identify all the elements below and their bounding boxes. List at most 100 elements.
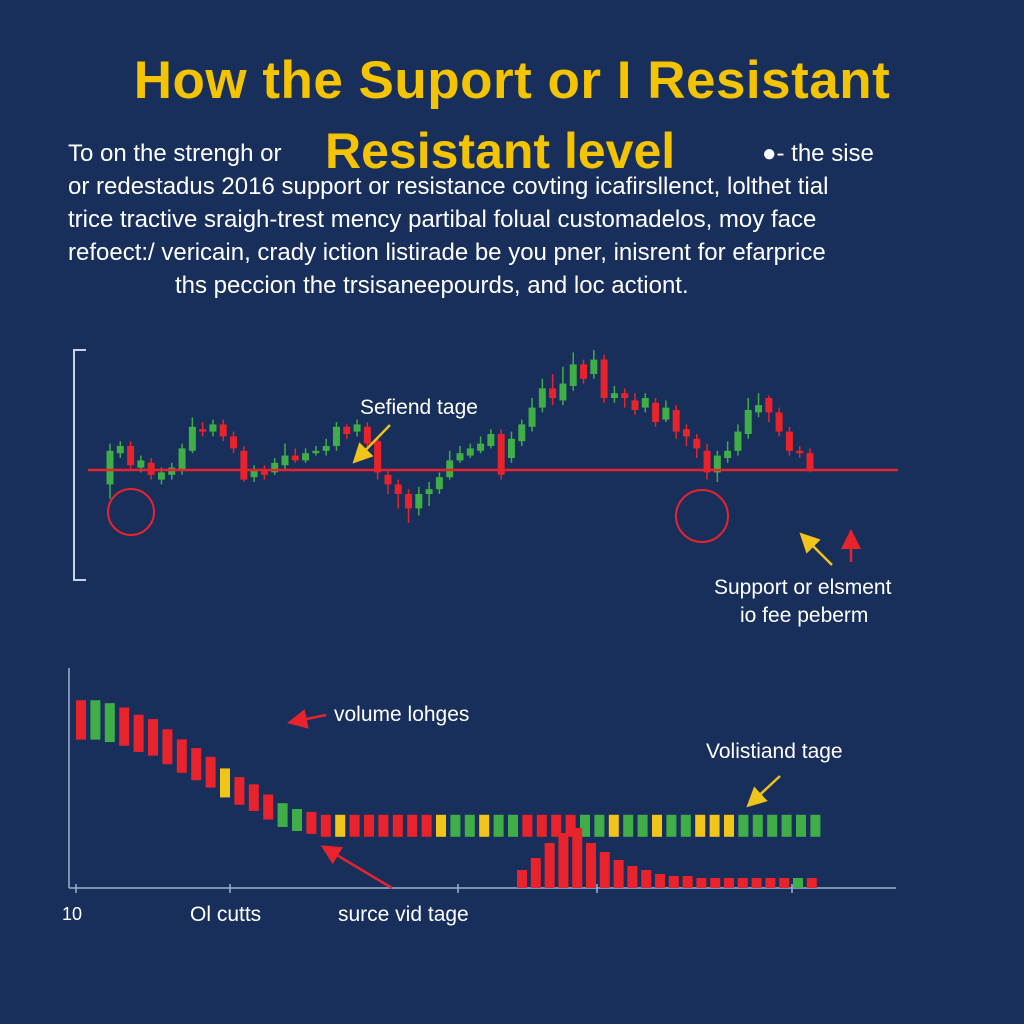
candle-body bbox=[703, 450, 711, 473]
candle-body bbox=[569, 364, 577, 386]
candle-body bbox=[260, 470, 268, 475]
candle-body bbox=[610, 393, 618, 398]
candle-body bbox=[291, 455, 299, 461]
candle-body bbox=[497, 434, 505, 475]
volume-bar bbox=[90, 700, 101, 740]
candle-body bbox=[188, 426, 196, 451]
volume-bar bbox=[536, 814, 547, 837]
support-touch-circle-right bbox=[675, 489, 729, 543]
candle-body bbox=[713, 455, 721, 473]
volume-right-arrow bbox=[746, 775, 781, 808]
volume-lower-bar bbox=[779, 878, 790, 888]
candle-body bbox=[353, 424, 361, 432]
candle-body bbox=[672, 410, 680, 432]
volume-bar bbox=[580, 814, 590, 837]
candle-body bbox=[487, 434, 495, 446]
candle-body bbox=[384, 474, 392, 485]
volume-lower-bar bbox=[682, 876, 693, 888]
volume-bar bbox=[666, 814, 677, 837]
top-annotation-arrow bbox=[352, 424, 391, 464]
candle-body bbox=[137, 460, 145, 468]
description-line-3: trice tractive sraigh-trest mency partib… bbox=[68, 206, 817, 233]
volume-right-label: Volistiand tage bbox=[706, 740, 843, 763]
volume-bar bbox=[796, 814, 806, 837]
candle-body bbox=[528, 407, 536, 427]
candle-body bbox=[271, 462, 279, 473]
volume-bar bbox=[392, 814, 403, 837]
volume-lower-arrow bbox=[320, 845, 393, 890]
volume-bar bbox=[752, 814, 763, 837]
volume-lower-bar bbox=[668, 876, 679, 888]
description-line-5: ths peccion the trsisaneepourds, and loc… bbox=[175, 272, 689, 299]
candle-body bbox=[477, 443, 485, 451]
volume-lower-bar bbox=[710, 878, 721, 888]
candle-body bbox=[785, 431, 793, 451]
candle-body bbox=[600, 359, 608, 398]
candle-body bbox=[250, 470, 258, 478]
volume-bar bbox=[695, 814, 706, 837]
candle-body bbox=[631, 400, 639, 410]
candle-body bbox=[518, 424, 526, 442]
candle-body bbox=[456, 453, 464, 461]
volume-bar bbox=[104, 703, 115, 743]
candle-body bbox=[219, 424, 227, 437]
candle-body bbox=[209, 424, 217, 432]
candle-body bbox=[652, 402, 660, 422]
volume-bar bbox=[709, 814, 720, 837]
volume-bar bbox=[335, 814, 346, 837]
candle-body bbox=[106, 450, 114, 485]
candle-body bbox=[621, 393, 629, 398]
volume-bar bbox=[436, 814, 446, 837]
candle-body bbox=[538, 388, 546, 408]
candle-body bbox=[415, 494, 423, 509]
candle-body bbox=[363, 426, 371, 444]
description-line-4: refoect:/ vericain, crady iction listira… bbox=[68, 239, 826, 266]
volume-bar bbox=[133, 714, 144, 752]
page-title: How the Suport or I Resistant bbox=[133, 51, 891, 110]
volume-lower-bar bbox=[627, 866, 638, 888]
volume-lower-bar bbox=[724, 878, 734, 888]
volume-bar bbox=[76, 700, 86, 740]
volume-annotation-label: volume lohges bbox=[334, 703, 469, 726]
candle-body bbox=[693, 438, 701, 449]
candle-body bbox=[590, 359, 598, 374]
support-arrow-yellow bbox=[799, 532, 833, 566]
volume-bar bbox=[724, 814, 734, 837]
volume-bar bbox=[220, 768, 230, 798]
candle-body bbox=[744, 410, 752, 434]
volume-bar bbox=[306, 811, 317, 834]
x-label-2: Ol cutts bbox=[190, 903, 261, 926]
candle-body bbox=[230, 436, 238, 449]
volume-lower-bar bbox=[751, 878, 762, 888]
volume-lower-bar bbox=[641, 870, 652, 888]
volume-bar bbox=[407, 814, 418, 837]
candle-body bbox=[394, 484, 402, 494]
candle-body bbox=[425, 489, 433, 494]
volume-bar bbox=[652, 814, 662, 837]
candle-body bbox=[466, 448, 474, 456]
volume-bar bbox=[205, 756, 216, 788]
volume-annotation-arrow bbox=[287, 709, 327, 729]
volume-bar bbox=[680, 814, 691, 837]
volume-lower-bar bbox=[544, 843, 555, 888]
volume-bar bbox=[378, 814, 389, 837]
candle-body bbox=[199, 429, 207, 432]
candle-body bbox=[682, 429, 690, 437]
x-label-1: 10 bbox=[62, 904, 82, 924]
candle-body bbox=[796, 450, 804, 454]
volume-bar bbox=[493, 814, 504, 837]
candle-body bbox=[662, 407, 670, 420]
volume-bar bbox=[349, 814, 360, 837]
volume-bar bbox=[364, 814, 374, 837]
volume-lower-bar bbox=[530, 858, 541, 888]
volume-bar bbox=[450, 814, 461, 837]
volume-upper-strip bbox=[76, 700, 821, 837]
support-label-line-1: Support or elsment bbox=[714, 576, 892, 599]
candle-body bbox=[157, 472, 165, 480]
volume-bar bbox=[176, 739, 187, 773]
volume-lower-bar bbox=[558, 833, 569, 888]
description-line-1: To on the strengh or bbox=[68, 140, 282, 167]
description-line-2: or redestadus 2016 support or resistance… bbox=[68, 173, 829, 200]
volume-lower-bar bbox=[806, 878, 817, 888]
